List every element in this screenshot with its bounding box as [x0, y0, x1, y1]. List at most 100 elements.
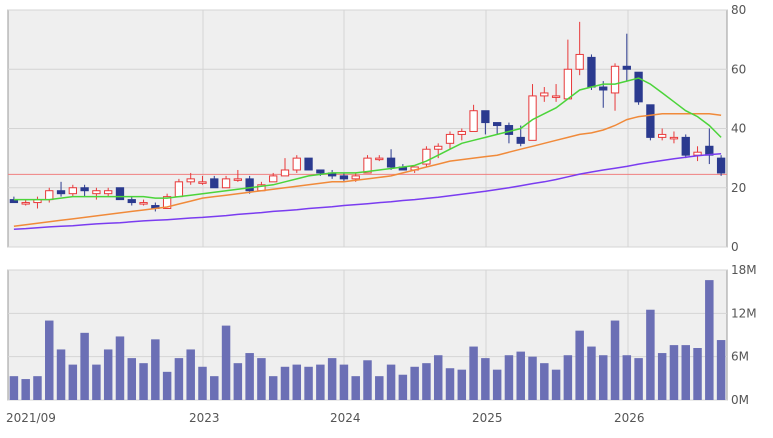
candle [210, 175, 219, 189]
candle-body [304, 157, 313, 171]
candle-body [198, 181, 207, 184]
candle [304, 157, 313, 171]
candle [174, 178, 184, 198]
price-y-tick-label: 80 [731, 3, 746, 17]
candle-body [45, 190, 54, 201]
candle [127, 196, 136, 206]
volume-bar [45, 320, 54, 400]
volume-bar [103, 349, 113, 400]
candle-body [316, 169, 325, 174]
candle-body [139, 202, 148, 205]
volume-bar [433, 355, 443, 400]
volume-bar [316, 364, 325, 400]
volume-bar [540, 363, 549, 400]
candle-body [80, 187, 89, 192]
candle [245, 175, 254, 194]
volume-bar [528, 356, 537, 400]
x-tick-label: 2025 [472, 411, 503, 425]
candle [540, 87, 549, 102]
candle-body [292, 157, 301, 171]
volume-bar [516, 351, 525, 400]
candle-body [269, 175, 278, 183]
candle [610, 63, 620, 111]
candle-body [115, 187, 125, 201]
volume-bar [363, 360, 372, 400]
candle-body [386, 157, 396, 168]
x-tick-label: 2023 [189, 411, 220, 425]
volume-bar [339, 364, 349, 400]
candle [375, 155, 384, 162]
candle [233, 169, 242, 182]
price-gridlines [8, 9, 727, 248]
volume-bar [56, 349, 66, 400]
candle [481, 110, 490, 135]
candle [422, 146, 431, 168]
candle [21, 199, 30, 206]
volume-bar [457, 369, 467, 400]
candle-body [280, 169, 290, 177]
volume-bar [422, 363, 431, 400]
volume-bar [693, 348, 702, 400]
price-y-tick-label: 20 [731, 181, 746, 195]
volume-bar [445, 368, 455, 400]
candle-body [68, 187, 77, 195]
candle [80, 184, 89, 197]
candle [575, 21, 584, 76]
candle [56, 181, 66, 197]
x-tick-label: 2021/09 [6, 411, 56, 425]
price-panel: 0 20 40 60 80 [7, 3, 746, 254]
candle-body [716, 157, 726, 174]
volume-bar [398, 374, 408, 400]
candle-body [351, 175, 360, 180]
volume-panel: 0M 6M 12M 18M [7, 263, 757, 407]
candle-body [469, 110, 478, 132]
volume-bar [375, 376, 384, 400]
volume-bar [186, 349, 195, 400]
candle-body [622, 65, 631, 70]
volume-bar [280, 366, 290, 400]
volume-bar [257, 358, 266, 400]
candle [669, 131, 679, 144]
candle-body [563, 68, 573, 100]
price-y-tick-label: 40 [731, 122, 746, 136]
volume-y-tick-label: 18M [731, 263, 757, 277]
candle [587, 54, 596, 90]
candle [622, 33, 631, 82]
candle-body [56, 190, 66, 195]
candle [292, 155, 301, 173]
candle [551, 84, 561, 102]
candle-body [551, 95, 561, 98]
candle-body [174, 181, 184, 198]
candle [469, 104, 478, 132]
candle [363, 155, 372, 174]
candle-body [233, 178, 242, 181]
volume-bar [351, 376, 360, 400]
volume-bar [622, 355, 632, 400]
volume-bar [210, 376, 219, 400]
volume-bar [245, 353, 254, 400]
volume-bar [646, 309, 655, 400]
volume-bar [21, 379, 30, 400]
candle-body [634, 71, 643, 103]
candle-body [186, 178, 195, 183]
volume-bar [681, 345, 690, 400]
candle-body [610, 65, 620, 94]
candle [198, 175, 207, 185]
volume-bar [174, 358, 184, 400]
candle [221, 175, 231, 189]
candle [493, 122, 502, 135]
candle-body [445, 133, 455, 144]
volume-bar [80, 332, 89, 400]
candle-body [9, 199, 19, 204]
candle-body [457, 130, 466, 135]
volume-bar [469, 346, 478, 400]
volume-bar [92, 364, 101, 400]
candle-body [104, 190, 113, 195]
volume-bar [481, 358, 490, 400]
volume-y-tick-labels: 0M 6M 12M 18M [731, 263, 757, 407]
volume-bar [669, 345, 679, 400]
candle [386, 149, 396, 170]
candle [162, 193, 172, 209]
volume-bar [162, 371, 172, 400]
